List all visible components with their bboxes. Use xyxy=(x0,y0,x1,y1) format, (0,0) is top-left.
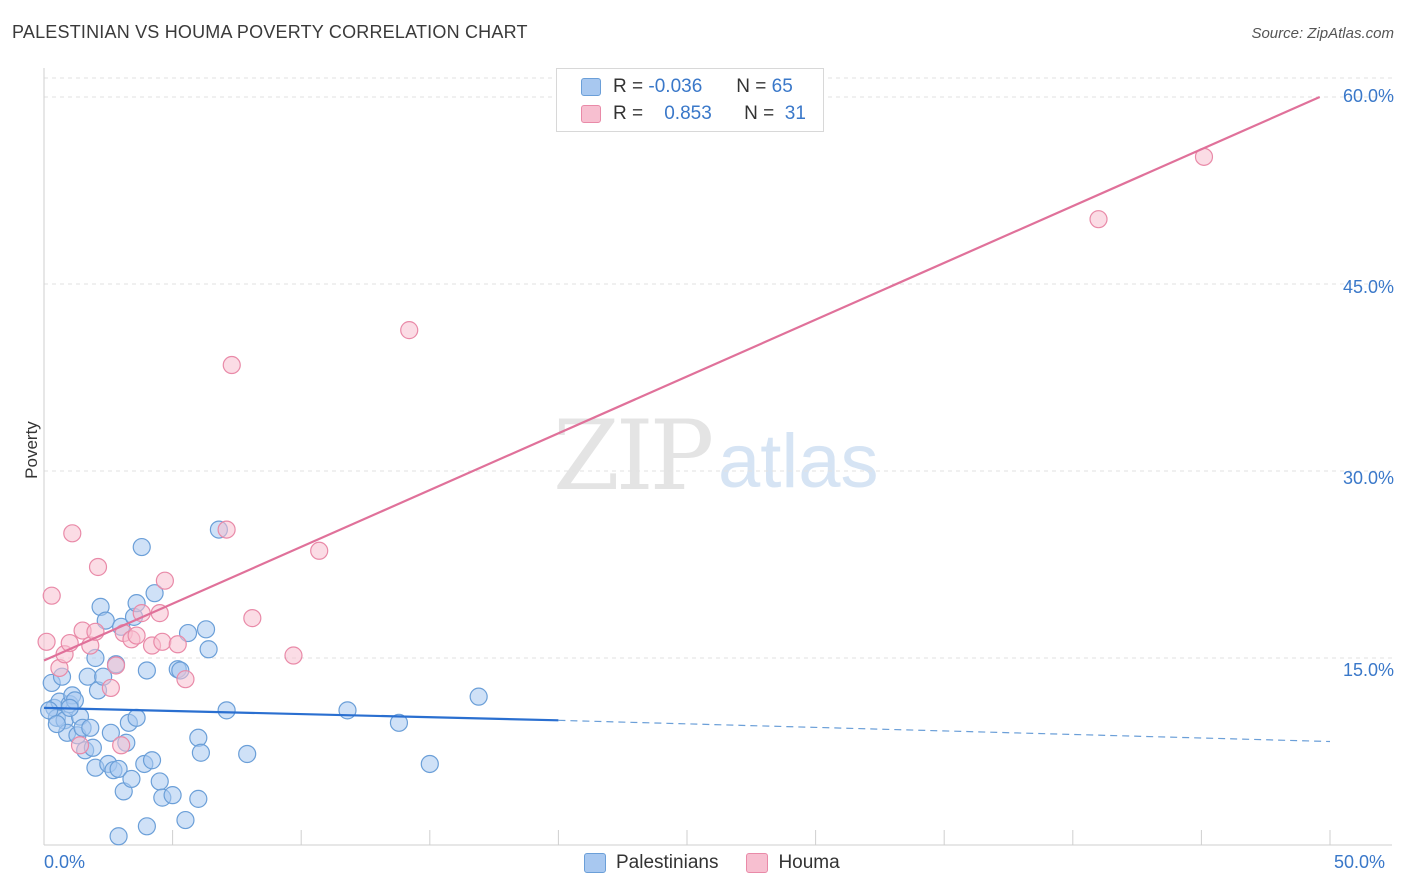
houma-point xyxy=(112,736,131,755)
houma-point xyxy=(222,355,241,375)
legend-item-palestinians: Palestinians xyxy=(584,852,718,874)
legend-swatch-houma xyxy=(581,105,601,123)
houma-point xyxy=(400,321,419,340)
houma-point xyxy=(155,571,174,590)
houma-point xyxy=(168,635,187,654)
palestinians-point xyxy=(122,769,141,789)
palestinians-point xyxy=(142,751,162,770)
houma-trend-line xyxy=(43,95,1321,662)
legend-n-label: N = xyxy=(736,76,767,97)
source-label: Source: ZipAtlas.com xyxy=(1251,25,1394,42)
y-tick-label-45: 45.0% xyxy=(1342,277,1394,297)
palestinians-point xyxy=(150,772,169,791)
legend-r-value: 0.853 xyxy=(664,103,712,124)
watermark-atlas: atlas xyxy=(718,419,879,504)
houma-point xyxy=(106,656,126,675)
y-tick-label-30: 30.0% xyxy=(1342,468,1394,488)
legend-row-palestinians: R = -0.036 N = 65 xyxy=(581,74,793,100)
palestinians-point xyxy=(238,744,257,764)
houma-point xyxy=(284,646,303,665)
legend-r-label: R = xyxy=(613,103,644,124)
series-legend: Palestinians Houma xyxy=(584,852,868,874)
y-tick-label-60: 60.0% xyxy=(1342,86,1394,106)
houma-point xyxy=(88,557,108,577)
palestinians-point xyxy=(137,661,156,680)
houma-point xyxy=(127,626,146,645)
houma-point xyxy=(101,678,120,698)
palestinians-point xyxy=(176,810,195,830)
x-tick-label-min: 0.0% xyxy=(44,852,86,872)
palestinians-point xyxy=(178,623,198,643)
chart-title: PALESTINIAN VS HOUMA POVERTY CORRELATION… xyxy=(12,22,528,42)
palestinians-point xyxy=(196,620,216,639)
palestinians-point xyxy=(389,713,409,732)
palestinians-point xyxy=(47,714,66,734)
palestinians-point xyxy=(163,786,182,805)
houma-point xyxy=(176,670,195,689)
palestinians-point xyxy=(137,817,156,836)
palestinians-point xyxy=(96,611,115,630)
watermark-zip: ZIP xyxy=(553,400,714,512)
palestinians-point xyxy=(420,754,439,774)
palestinians-trend-line xyxy=(43,706,559,722)
legend-r-label: R = xyxy=(613,76,644,97)
palestinians-point xyxy=(132,537,151,557)
palestinians-point xyxy=(217,701,236,720)
legend-swatch-palestinians xyxy=(581,78,601,96)
palestinians-point xyxy=(199,640,218,659)
houma-point xyxy=(217,520,236,539)
palestinians-point xyxy=(189,789,208,808)
legend-swatch-houma xyxy=(746,853,769,873)
legend-label-palestinians: Palestinians xyxy=(616,852,719,873)
palestinians-point xyxy=(109,827,128,846)
houma-point xyxy=(37,632,56,651)
palestinians-point xyxy=(109,759,128,779)
palestinians-point xyxy=(191,743,210,762)
palestinians-point xyxy=(189,728,208,747)
houma-point xyxy=(243,609,262,628)
houma-point xyxy=(1089,210,1108,229)
palestinians-trend-extension xyxy=(558,719,1331,743)
houma-point xyxy=(70,736,90,755)
houma-point xyxy=(63,524,82,543)
legend-row-houma: R = 0.853 N = 31 xyxy=(581,101,806,127)
houma-point xyxy=(42,586,61,605)
legend-item-houma: Houma xyxy=(746,852,840,874)
palestinians-point xyxy=(145,584,164,603)
palestinians-point xyxy=(101,723,120,742)
legend-label-houma: Houma xyxy=(778,852,840,873)
y-tick-label-15: 15.0% xyxy=(1342,660,1394,680)
legend-swatch-palestinians xyxy=(584,853,606,873)
palestinians-point xyxy=(127,708,146,727)
palestinians-point xyxy=(81,718,100,737)
legend-r-value: -0.036 xyxy=(648,76,703,97)
legend-n-value: 31 xyxy=(784,103,806,124)
houma-point xyxy=(153,632,172,651)
x-tick-label-max: 50.0% xyxy=(1334,852,1386,872)
palestinians-point xyxy=(469,687,488,706)
stats-legend: R = -0.036 N = 65 R = 0.853 N = 31 xyxy=(556,68,824,132)
legend-n-label: N = xyxy=(744,103,775,124)
houma-point xyxy=(310,541,329,560)
palestinians-point xyxy=(40,701,59,720)
legend-n-value: 65 xyxy=(771,76,793,97)
